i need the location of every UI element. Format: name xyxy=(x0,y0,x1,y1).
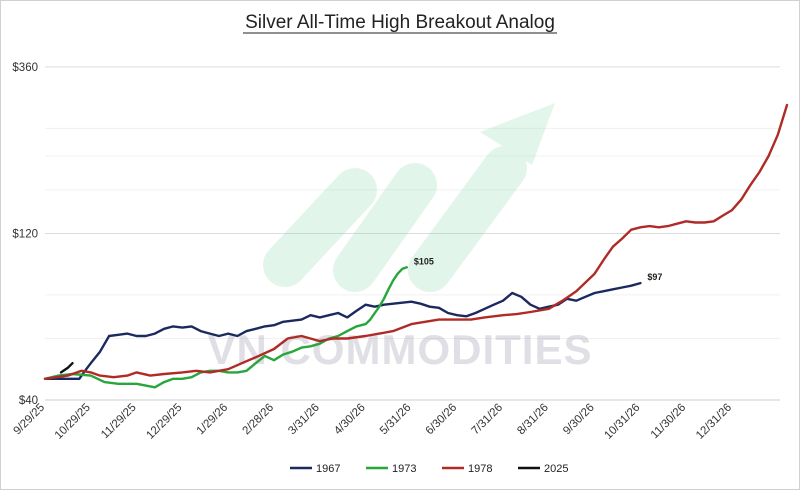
annotations: $105 $97 xyxy=(414,256,663,282)
legend-label-1978: 1978 xyxy=(468,463,492,475)
series-line-2025 xyxy=(59,362,74,374)
series-lines xyxy=(43,103,789,389)
series-line-1967 xyxy=(43,281,642,380)
y-tick-label: $120 xyxy=(12,228,38,240)
y-tick-label: $40 xyxy=(19,395,38,407)
y-tick-label: $360 xyxy=(12,62,38,74)
legend: 1967 1973 1978 2025 xyxy=(290,463,568,475)
legend-label-2025: 2025 xyxy=(544,463,568,475)
data-label-1973: $105 xyxy=(414,256,434,266)
watermark-text: VN COMMODITIES xyxy=(207,326,592,373)
y-axis-ticks: $40 $120 $360 xyxy=(12,62,38,407)
series-line-1973 xyxy=(43,266,408,389)
gridlines xyxy=(45,66,780,340)
data-label-1967: $97 xyxy=(647,272,662,282)
legend-label-1973: 1973 xyxy=(392,463,416,475)
series-line-1978 xyxy=(43,103,789,380)
legend-label-1967: 1967 xyxy=(316,463,340,475)
watermark-arrow-logo xyxy=(263,103,555,292)
chart-title: Silver All-Time High Breakout Analog xyxy=(245,12,555,33)
